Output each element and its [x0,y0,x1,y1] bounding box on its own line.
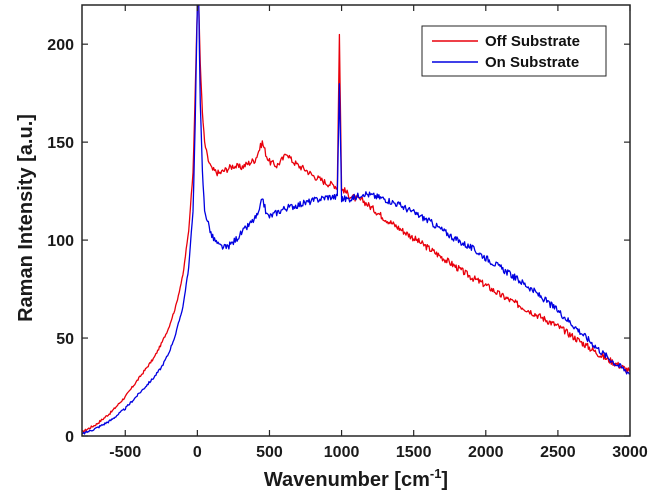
x-axis-title-end: ] [441,469,448,491]
series-layer [82,5,630,435]
x-tick-label: 2500 [540,444,576,461]
legend-box [421,25,607,77]
y-axis-title: Raman Intensity [a.u.] [15,114,37,322]
y-tick-label: 0 [65,429,74,446]
x-tick-label: 0 [193,444,202,461]
x-tick-label: 3000 [612,444,648,461]
legend: Off Substrate On Substrate [421,25,607,77]
x-tick-label: 1500 [396,444,432,461]
x-tick-label: 2000 [468,444,504,461]
y-tick-label: 150 [47,135,74,152]
x-axis-title-main: Wavenumber [cm [264,469,430,491]
plot-area-frame [81,4,631,437]
legend-label-off-substrate: Off Substrate [485,33,580,50]
x-tick-label: 1000 [324,444,360,461]
y-tick-label: 200 [47,37,74,54]
y-tick-label: 50 [56,331,74,348]
x-axis-title-superscript: -1 [430,466,442,481]
x-tick-label: 500 [256,444,283,461]
tick-layer: -500 0 500 1000 1500 2000 2500 3000 0 50 100 150 200 [47,5,648,461]
x-tick-label: -500 [109,444,141,461]
x-axis-title: Wavenumber [cm-1] [264,466,448,491]
y-tick-label: 100 [47,233,74,250]
legend-label-on-substrate: On Substrate [485,54,579,71]
series-line-on-substrate [82,5,630,435]
